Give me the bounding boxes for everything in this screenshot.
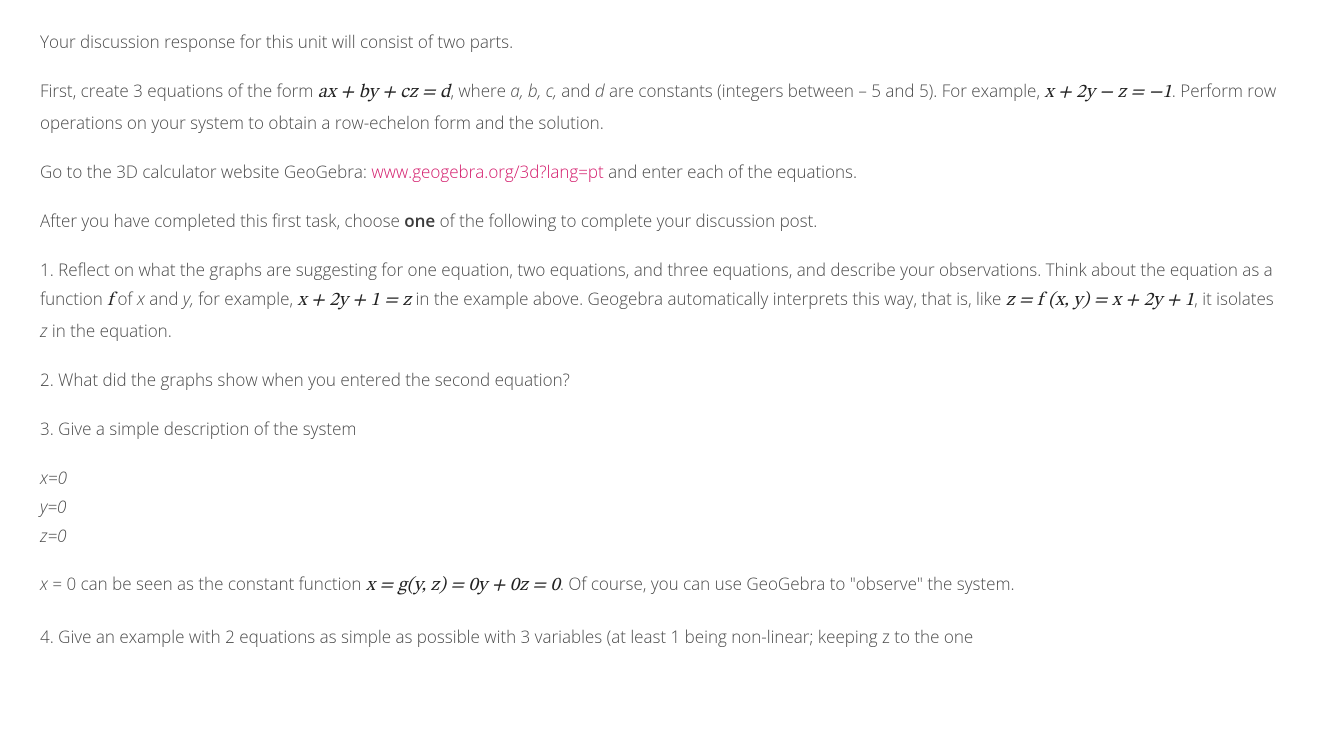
math-eq-z: x + 2y + 1 = z xyxy=(297,291,411,310)
math-eq-gyz: x = g(y, z) = 0y + 0z = 0 xyxy=(366,576,560,595)
text: After you have completed this first task… xyxy=(40,209,404,232)
paragraph-choose-one: After you have completed this first task… xyxy=(40,207,1279,236)
paragraph-option-4: 4. Give an example with 2 equations as s… xyxy=(40,623,1279,652)
paragraph-option-3: 3. Give a simple description of the syst… xyxy=(40,415,1279,444)
paragraph-geogebra: Go to the 3D calculator website GeoGebra… xyxy=(40,158,1279,187)
text: and xyxy=(149,287,183,310)
var-d: d xyxy=(595,79,609,102)
text: in the equation. xyxy=(52,319,172,342)
text: Go to the 3D calculator website GeoGebra… xyxy=(40,160,371,183)
text: of the following to complete your discus… xyxy=(435,209,817,232)
math-eq-example: x + 2y − z = −1 xyxy=(1044,83,1171,102)
text: in the example above. Geogebra automatic… xyxy=(411,287,1006,310)
text: , where xyxy=(450,79,510,102)
text: and xyxy=(561,79,595,102)
text: and enter each of the equations. xyxy=(604,160,857,183)
text: for example, xyxy=(198,287,297,310)
system-line-z: z=0 xyxy=(40,522,1279,551)
text: = 0 can be seen as the constant function xyxy=(52,572,366,595)
paragraph-intro: Your discussion response for this unit w… xyxy=(40,28,1279,57)
var-z: z xyxy=(40,319,52,342)
paragraph-option-1: 1. Reflect on what the graphs are sugges… xyxy=(40,256,1279,346)
document-body: Your discussion response for this unit w… xyxy=(0,0,1319,662)
math-eq-fxy: z = f (x, y) = x + 2y + 1 xyxy=(1006,291,1194,310)
text: , it isolates xyxy=(1194,287,1274,310)
math-eq-general: ax + by + cz = d xyxy=(318,83,451,102)
system-equations: x=0 y=0 z=0 xyxy=(40,464,1279,551)
var-c: c, xyxy=(546,79,562,102)
var-x2: x xyxy=(40,572,52,595)
var-a: a, xyxy=(510,79,527,102)
var-b: b, xyxy=(528,79,546,102)
text: First, create 3 equations of the form xyxy=(40,79,318,102)
text: of xyxy=(113,287,137,310)
text: are constants (integers between – 5 and … xyxy=(609,79,1044,102)
text: . Of course, you can use GeoGebra to "ob… xyxy=(560,572,1015,595)
system-line-y: y=0 xyxy=(40,493,1279,522)
paragraph-first-task: First, create 3 equations of the form ax… xyxy=(40,77,1279,138)
paragraph-constant-function: x = 0 can be seen as the constant functi… xyxy=(40,570,1279,602)
paragraph-option-2: 2. What did the graphs show when you ent… xyxy=(40,366,1279,395)
bold-one: one xyxy=(404,209,435,232)
var-y: y, xyxy=(183,287,198,310)
system-line-x: x=0 xyxy=(40,464,1279,493)
geogebra-link[interactable]: www.geogebra.org/3d?lang=pt xyxy=(371,160,603,183)
var-x: x xyxy=(137,287,149,310)
